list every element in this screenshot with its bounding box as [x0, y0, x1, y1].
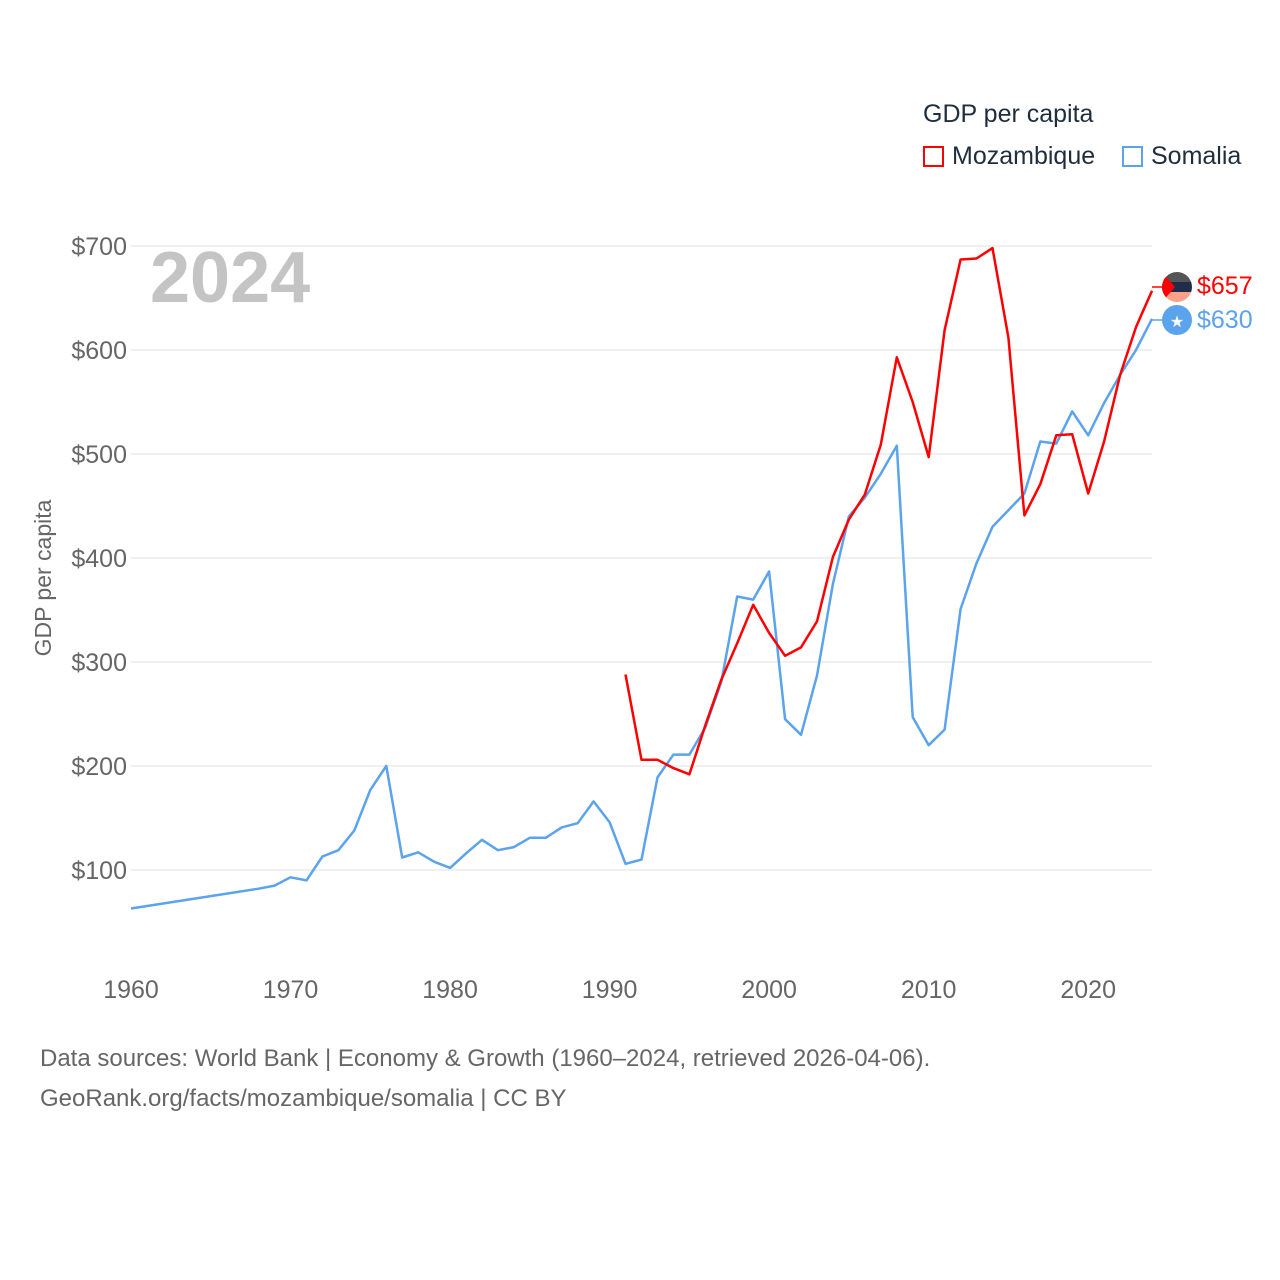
- y-tick-label: $200: [71, 753, 127, 781]
- legend-label: Somalia: [1151, 142, 1242, 170]
- y-tick-label: $300: [71, 649, 127, 677]
- legend-title: GDP per capita: [923, 100, 1094, 128]
- x-tick-label: 2000: [741, 976, 797, 1004]
- year-watermark: 2024: [150, 238, 310, 318]
- x-tick-label: 1970: [263, 976, 319, 1004]
- somalia-flag-icon: ★: [1162, 305, 1192, 335]
- x-tick-label: 1990: [582, 976, 638, 1004]
- legend-swatch: [1122, 146, 1143, 167]
- legend-label: Mozambique: [952, 142, 1096, 170]
- legend-item-somalia[interactable]: Somalia: [1122, 142, 1241, 171]
- x-tick-label: 1980: [422, 976, 478, 1004]
- y-tick-label: $600: [71, 337, 127, 365]
- x-tick-label: 2010: [901, 976, 957, 1004]
- mozambique-end-label: $657: [1197, 272, 1253, 300]
- y-tick-label: $700: [71, 233, 127, 261]
- y-axis-title: GDP per capita: [30, 499, 56, 656]
- svg-text:★: ★: [1170, 312, 1184, 331]
- legend-item-mozambique[interactable]: Mozambique: [923, 142, 1095, 171]
- y-tick-label: $100: [71, 857, 127, 885]
- somalia-end-label: $630: [1197, 306, 1253, 334]
- end-markers: $657 ★ $630: [1152, 272, 1253, 335]
- source-text: Data sources: World Bank | Economy & Gro…: [40, 1045, 931, 1072]
- y-tick-label: $400: [71, 545, 127, 573]
- x-tick-label: 2020: [1060, 976, 1116, 1004]
- series-line-mozambique: [624, 246, 1154, 776]
- series-line-somalia: [130, 318, 1154, 910]
- x-tick-label: 1960: [103, 976, 159, 1004]
- source-url[interactable]: GeoRank.org/facts/mozambique/somalia | C…: [40, 1085, 567, 1112]
- mozambique-flag-icon: [1162, 272, 1192, 302]
- y-tick-label: $500: [71, 441, 127, 469]
- legend-swatch: [923, 146, 944, 167]
